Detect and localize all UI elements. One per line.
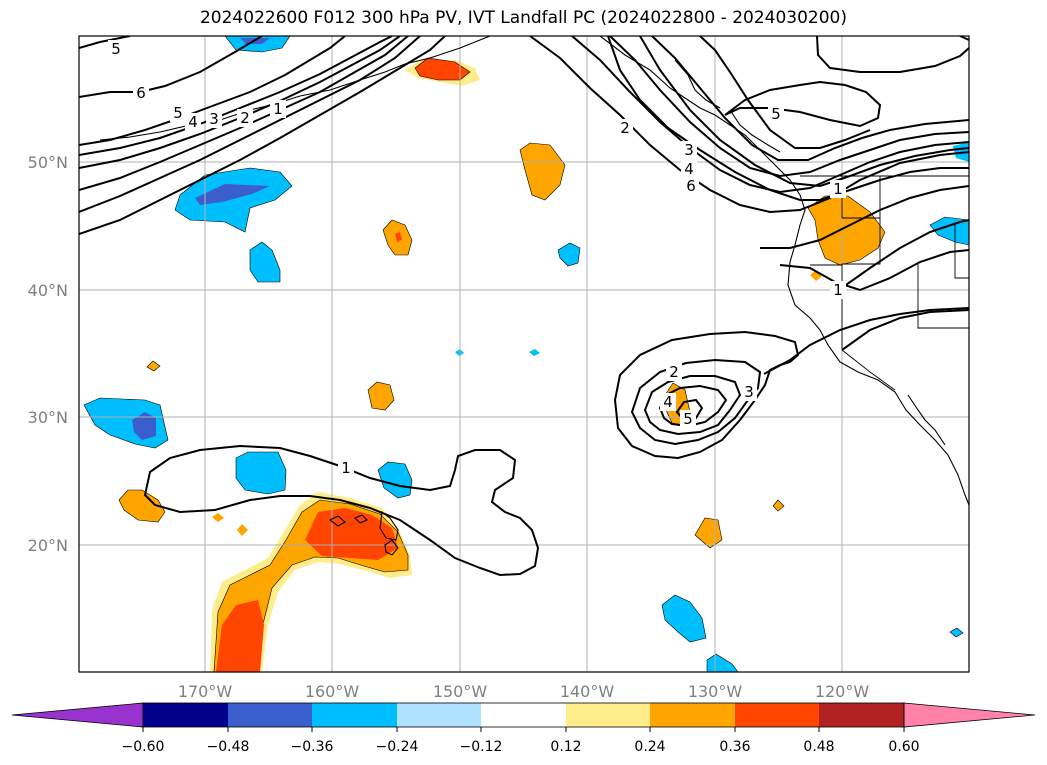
colorbar-tick-label: −0.60 xyxy=(122,739,165,755)
colorbar-tick-label: −0.48 xyxy=(207,739,250,755)
lat-label-50n: 50°N xyxy=(28,153,68,172)
contour-label: 5 xyxy=(173,104,183,122)
map-frame xyxy=(78,35,970,673)
colorbar-tick-label: −0.12 xyxy=(460,739,503,755)
political-boundaries xyxy=(800,175,969,391)
contour-label: 4 xyxy=(684,160,694,178)
contour-label: 2 xyxy=(240,109,250,127)
negative-anomaly-patches xyxy=(83,36,969,672)
contour-label: 4 xyxy=(188,113,198,131)
coastlines xyxy=(99,36,969,556)
lon-label-160w: 160°W xyxy=(305,682,360,701)
colorbar-swatch xyxy=(735,703,819,727)
lat-label-30n: 30°N xyxy=(28,408,68,427)
contour-label: 3 xyxy=(209,110,219,128)
colorbar-tick-label: −0.36 xyxy=(291,739,334,755)
colorbar-swatch xyxy=(481,703,566,727)
lon-label-140w: 140°W xyxy=(560,682,615,701)
contour-labels: 5 6 5 4 3 2 1 1 2 3 4 6 5 1 1 2 3 4 5 xyxy=(111,40,843,477)
longitude-labels: 170°W 160°W 150°W 140°W 130°W 120°W xyxy=(178,682,870,701)
lon-label-170w: 170°W xyxy=(178,682,233,701)
colorbar-swatch xyxy=(650,703,735,727)
contour-label: 5 xyxy=(771,105,781,123)
colorbar-tick-label: 0.48 xyxy=(803,739,834,755)
colorbar-tick-label: 0.12 xyxy=(550,739,581,755)
lon-label-120w: 120°W xyxy=(815,682,870,701)
contour-label: 5 xyxy=(111,40,121,58)
contour-label: 2 xyxy=(669,363,679,381)
ivt-contours xyxy=(79,36,969,577)
colorbar-min-extend xyxy=(11,702,144,728)
colorbar-tick-label: 0.24 xyxy=(634,739,665,755)
contour-label: 5 xyxy=(683,410,693,428)
colorbar: −0.60 −0.48 −0.36 −0.24 −0.12 0.12 0.24 … xyxy=(11,702,1036,755)
colorbar-swatch xyxy=(228,703,312,727)
colorbar-tick-label: 0.60 xyxy=(888,739,919,755)
contour-label: 4 xyxy=(663,393,673,411)
lat-label-40n: 40°N xyxy=(28,281,68,300)
contour-label: 2 xyxy=(620,119,630,137)
colorbar-ticks xyxy=(142,727,905,732)
colorbar-tick-label: −0.24 xyxy=(376,739,419,755)
lat-label-20n: 20°N xyxy=(28,536,68,555)
contour-label: 1 xyxy=(833,281,843,299)
lat-lon-gridlines xyxy=(79,36,969,672)
colorbar-max-extend xyxy=(903,702,1036,728)
contour-label: 1 xyxy=(833,180,843,198)
colorbar-swatch xyxy=(566,703,650,727)
map-title: 2024022600 F012 300 hPa PV, IVT Landfall… xyxy=(199,8,847,28)
colorbar-tick-label: 0.36 xyxy=(719,739,750,755)
contour-label: 1 xyxy=(273,100,283,118)
colorbar-swatch xyxy=(312,703,397,727)
contour-label: 1 xyxy=(341,459,351,477)
lon-label-130w: 130°W xyxy=(688,682,743,701)
contour-label-masks xyxy=(108,40,846,477)
latitude-labels: 50°N 40°N 30°N 20°N xyxy=(28,153,68,555)
contour-label: 3 xyxy=(684,141,694,159)
colorbar-swatch xyxy=(397,703,481,727)
colorbar-swatch xyxy=(143,703,228,727)
colorbar-outline xyxy=(142,702,905,728)
lon-label-150w: 150°W xyxy=(433,682,488,701)
colorbar-swatch xyxy=(819,703,904,727)
contour-label: 6 xyxy=(686,177,696,195)
contour-label: 3 xyxy=(744,383,754,401)
contour-label: 6 xyxy=(136,84,146,102)
